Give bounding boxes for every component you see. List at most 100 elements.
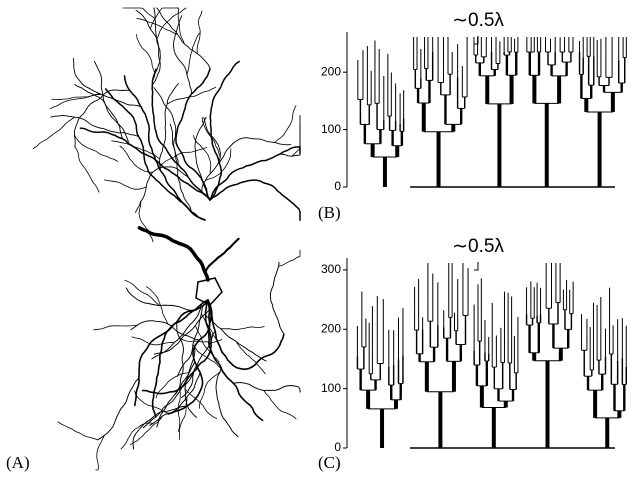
dendrite [72,58,142,108]
y-tick-label: 300 [321,262,341,276]
dendrite [74,146,100,193]
dendrite [274,105,297,143]
dendrite [207,299,264,422]
dendrite [125,287,196,311]
y-tick-label: 100 [321,381,341,395]
dendrite [201,117,221,192]
dendrite [177,387,181,432]
dendrite [205,148,232,181]
dendrite [120,422,154,450]
dendrite [209,60,240,201]
dendrite [196,10,203,55]
dendrite [50,114,140,138]
dendrite [136,18,178,35]
dendrite [156,7,187,40]
dendrite [138,201,154,243]
dendrite [119,145,153,173]
dendrite [178,396,188,440]
y-tick-label: 200 [321,321,341,335]
dendrite [136,34,156,74]
dendrite [153,307,212,355]
dendrite [233,382,301,393]
dendrite [195,325,220,363]
dendrite [235,341,266,375]
y-tick-label: 0 [334,179,341,193]
dendrite [220,326,265,331]
dendrite [151,299,209,418]
dendrite [151,68,211,201]
dendrogram [357,37,627,188]
dendrite [104,179,147,190]
dendrite [193,135,212,175]
dendrite [95,435,105,471]
dendrite [135,166,189,213]
dendrite [166,86,217,105]
dendrite [169,123,192,213]
y-tick-label: 200 [321,64,341,78]
dendrite [135,9,161,86]
dendrite [159,147,208,168]
dendrite [142,371,194,429]
dendrite [218,137,291,164]
dendrite [33,116,75,149]
neuron-morphology [33,7,301,471]
dendrite [152,7,161,82]
dendrite [209,179,301,221]
dendrite [207,299,285,371]
dendrite [79,127,211,201]
dendrite [184,388,218,420]
dendrite [174,321,184,396]
dendrite [146,286,169,325]
dendrogram [356,263,627,449]
annotation-marker [474,36,479,45]
dendrite [173,15,192,95]
dendrite [215,367,239,438]
dendrite [73,89,131,148]
dendrite [132,405,188,450]
dendrite [263,390,297,420]
dendrite [186,32,200,75]
dendrite [178,337,223,343]
panel-label: (B) [318,203,341,222]
y-tick-label: 100 [321,122,341,136]
dendrite [51,94,104,101]
dendrite [198,371,221,409]
dendrite [204,237,240,274]
dendrite [176,7,185,45]
dendrite [94,60,123,140]
annotation-marker [474,262,479,271]
dendrite [278,249,301,267]
dendrite [153,87,179,165]
dendrite [122,7,156,20]
soma [195,277,223,306]
dendrite [111,140,161,160]
y-tick-label: 0 [334,440,341,454]
dendrite [134,299,209,407]
dendrite [104,88,206,221]
dendrite [57,421,99,441]
dendrite [137,226,210,282]
dendrite [130,320,200,341]
annotation: ∼0.5λ [452,10,504,31]
dendrite [205,315,267,362]
dendrite [93,324,138,331]
dendrite [149,7,179,30]
annotation: ∼0.5λ [452,236,504,257]
dendrite [209,146,301,201]
panel-label: (A) [6,453,30,472]
dendrite [291,124,301,157]
dendrite [156,7,211,70]
dendrite [200,313,222,353]
dendrite [97,377,140,441]
dendrite [175,67,211,201]
dendrite [149,372,201,426]
dendrite [131,336,175,346]
dendrite [74,134,119,162]
dendrite [74,83,130,145]
dendrite [159,83,179,172]
dendrite [192,344,226,375]
dendrite [124,279,161,307]
dendrite [151,303,202,360]
dendrite [129,415,163,446]
